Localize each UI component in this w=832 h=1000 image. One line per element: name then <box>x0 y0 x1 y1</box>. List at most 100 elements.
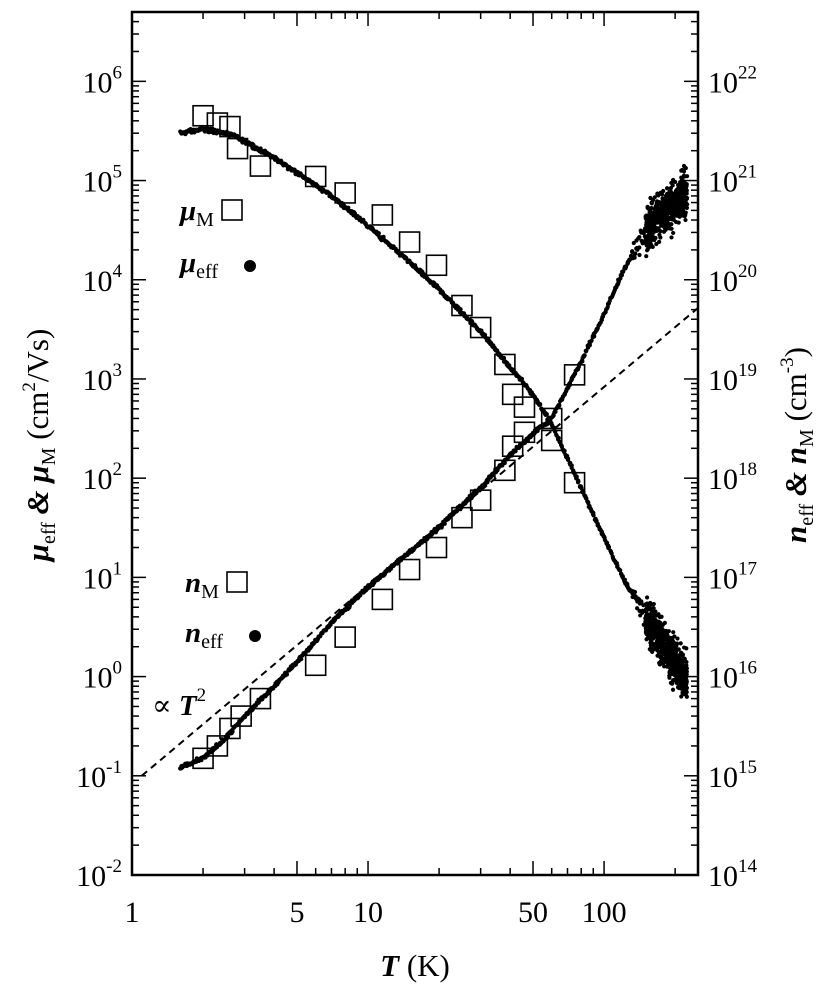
neff-point <box>637 252 642 258</box>
y-right-tick-label: 1022 <box>708 62 757 99</box>
μeff-point <box>671 630 676 635</box>
y-left-tick-label: 102 <box>83 459 123 496</box>
neff-point <box>650 229 655 234</box>
neff-point <box>683 202 688 207</box>
neff-point <box>502 460 507 466</box>
model-data-points <box>192 104 586 770</box>
y-left-tick-label: 101 <box>83 558 123 595</box>
neff-point <box>669 180 674 185</box>
nM-marker <box>334 626 356 648</box>
neff-point <box>659 212 664 218</box>
μeff-point <box>644 630 649 636</box>
neff-point <box>654 201 659 206</box>
μeff-point <box>683 689 688 694</box>
μeff-point <box>622 577 627 582</box>
neff-point <box>662 225 667 231</box>
μeff-point <box>656 632 661 638</box>
legend-square-marker <box>221 199 243 221</box>
neff-point <box>654 241 659 247</box>
μM-marker <box>304 165 327 188</box>
neff-point <box>652 195 657 200</box>
y-left-tick-label: 103 <box>83 360 123 397</box>
y-right-tick-label: 1019 <box>708 360 757 397</box>
neff-point <box>679 189 684 194</box>
μeff-point <box>381 234 386 239</box>
x-tick-label: 50 <box>518 896 548 929</box>
μeff-point <box>346 205 351 210</box>
neff-point <box>662 215 667 220</box>
y-right-tick-label: 1021 <box>708 162 757 199</box>
neff-point <box>632 255 637 260</box>
t-squared-annotation: ∝ T2 <box>152 685 206 722</box>
neff-point <box>649 200 654 205</box>
neff-point <box>637 234 642 240</box>
μM-marker <box>192 104 214 127</box>
neff-point <box>648 239 653 244</box>
μeff-point <box>676 653 681 658</box>
nM-marker <box>192 747 214 770</box>
μeff-point <box>678 641 683 646</box>
neff-point <box>670 202 675 207</box>
μeff-point <box>659 624 664 629</box>
μeff-point <box>679 694 684 699</box>
μeff-point <box>653 627 659 633</box>
μeff-point <box>684 672 689 677</box>
y-right-tick-label: 1020 <box>708 261 757 298</box>
neff-point <box>284 672 290 677</box>
μeff-point <box>678 686 683 691</box>
μeff-point <box>684 646 689 651</box>
μeff-point <box>655 647 660 653</box>
y-right-tick-label: 1017 <box>708 558 757 595</box>
legend-label: μM <box>178 195 214 231</box>
effective-data-points <box>178 125 690 771</box>
neff-point <box>664 220 670 225</box>
μeff-point <box>661 664 667 669</box>
neff-point <box>442 521 447 526</box>
neff-point <box>619 273 625 278</box>
μeff-point <box>650 629 655 634</box>
legend-square-marker <box>226 571 248 593</box>
legend-label: nM <box>185 567 219 603</box>
neff-point <box>582 353 587 358</box>
μeff-point <box>675 677 680 682</box>
μeff-point <box>657 614 662 620</box>
neff-point <box>644 238 649 243</box>
neff-point <box>671 230 676 236</box>
neff-point <box>592 334 597 339</box>
x-tick-label: 1 <box>125 896 140 929</box>
x-tick-label: 5 <box>289 896 304 929</box>
μeff-point <box>651 621 656 626</box>
μeff-point <box>649 616 654 621</box>
neff-point <box>630 249 635 254</box>
neff-point <box>673 179 678 185</box>
μeff-point <box>635 606 640 611</box>
neff-point <box>674 212 679 217</box>
legend-label: neff <box>185 617 223 653</box>
μeff-point <box>668 680 674 685</box>
neff-point <box>678 182 683 188</box>
μeff-point <box>654 621 659 626</box>
μeff-point <box>684 677 689 683</box>
μeff-point <box>650 602 655 607</box>
μeff-point <box>658 645 663 650</box>
neff-point <box>663 196 668 201</box>
x-axis-title: T (K) <box>380 948 450 983</box>
μM-marker <box>451 294 473 317</box>
μeff-point <box>677 681 682 686</box>
neff-point <box>664 186 670 191</box>
neff-point <box>664 211 669 216</box>
nM-marker <box>304 654 327 677</box>
neff-point <box>684 183 689 188</box>
μeff-point <box>667 675 672 680</box>
neff-point <box>631 240 636 246</box>
nM-marker <box>398 558 421 581</box>
neff-point <box>647 208 652 213</box>
μeff-point <box>683 665 688 670</box>
μeff-point <box>591 513 596 518</box>
μeff-point <box>666 640 672 645</box>
μM-marker <box>206 112 229 134</box>
neff-point <box>671 207 676 212</box>
neff-point <box>684 174 690 179</box>
neff-point <box>683 187 689 192</box>
